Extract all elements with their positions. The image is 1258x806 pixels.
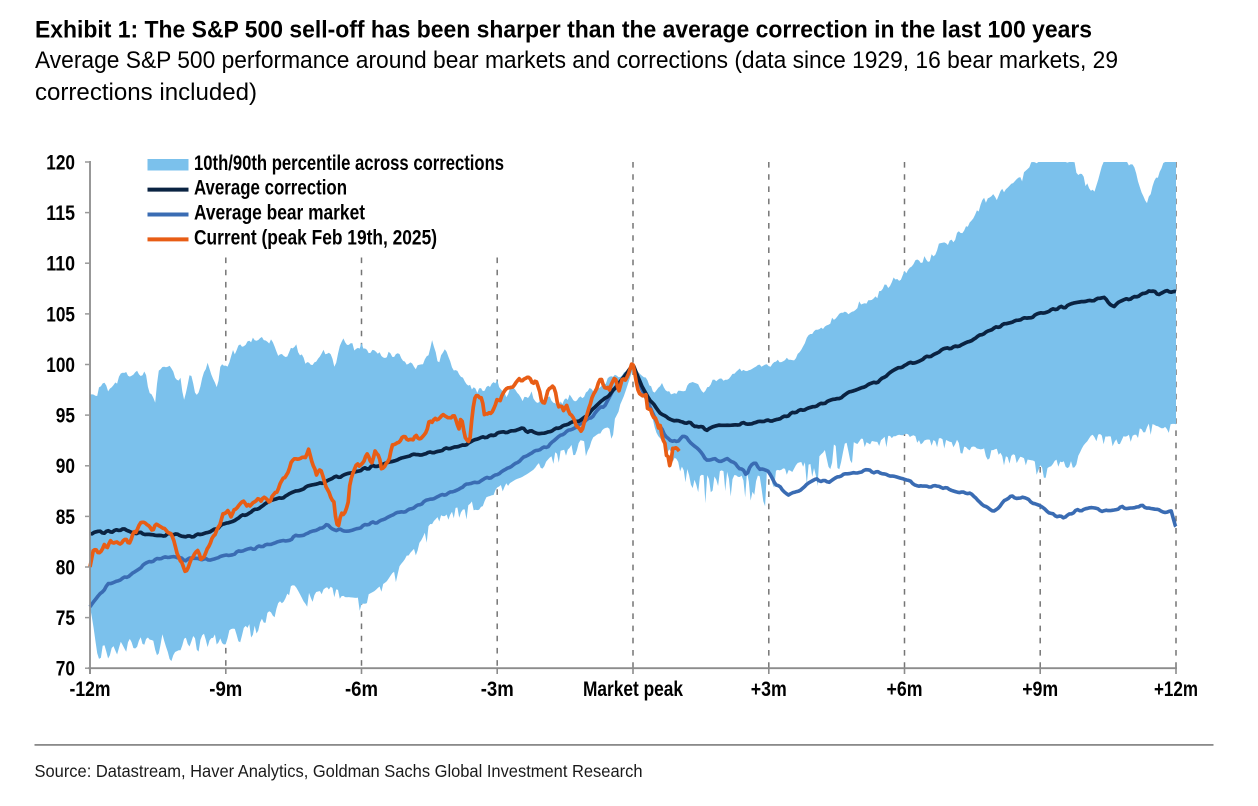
svg-text:10th/90th percentile across co: 10th/90th percentile across corrections — [194, 152, 504, 175]
svg-text:corrections included): corrections included) — [35, 79, 257, 106]
svg-text:Average S&P 500 performance ar: Average S&P 500 performance around bear … — [35, 47, 1118, 74]
svg-text:80: 80 — [56, 555, 75, 579]
svg-text:75: 75 — [56, 606, 75, 630]
svg-text:100: 100 — [46, 353, 75, 377]
svg-text:Exhibit 1: The S&P 500 sell-of: Exhibit 1: The S&P 500 sell-off has been… — [35, 17, 1092, 44]
svg-text:Current (peak Feb 19th, 2025): Current (peak Feb 19th, 2025) — [194, 227, 437, 250]
svg-text:70: 70 — [56, 657, 75, 681]
svg-text:115: 115 — [46, 201, 75, 225]
svg-text:-12m: -12m — [70, 677, 111, 701]
svg-text:Market peak: Market peak — [583, 677, 683, 701]
svg-text:-3m: -3m — [481, 677, 514, 701]
svg-text:+3m: +3m — [751, 677, 787, 701]
svg-text:90: 90 — [56, 454, 75, 478]
svg-text:Average correction: Average correction — [194, 177, 347, 200]
svg-text:+6m: +6m — [887, 677, 923, 701]
svg-text:85: 85 — [56, 505, 75, 529]
svg-text:+12m: +12m — [1154, 677, 1198, 701]
svg-text:110: 110 — [46, 252, 75, 276]
svg-text:+9m: +9m — [1022, 677, 1058, 701]
svg-text:Source: Datastream, Haver Anal: Source: Datastream, Haver Analytics, Gol… — [35, 761, 643, 781]
svg-text:95: 95 — [56, 404, 75, 428]
svg-text:-6m: -6m — [345, 677, 378, 701]
svg-text:Average bear market: Average bear market — [194, 202, 365, 225]
svg-text:-9m: -9m — [209, 677, 242, 701]
svg-text:120: 120 — [46, 150, 75, 174]
svg-text:105: 105 — [46, 302, 75, 326]
